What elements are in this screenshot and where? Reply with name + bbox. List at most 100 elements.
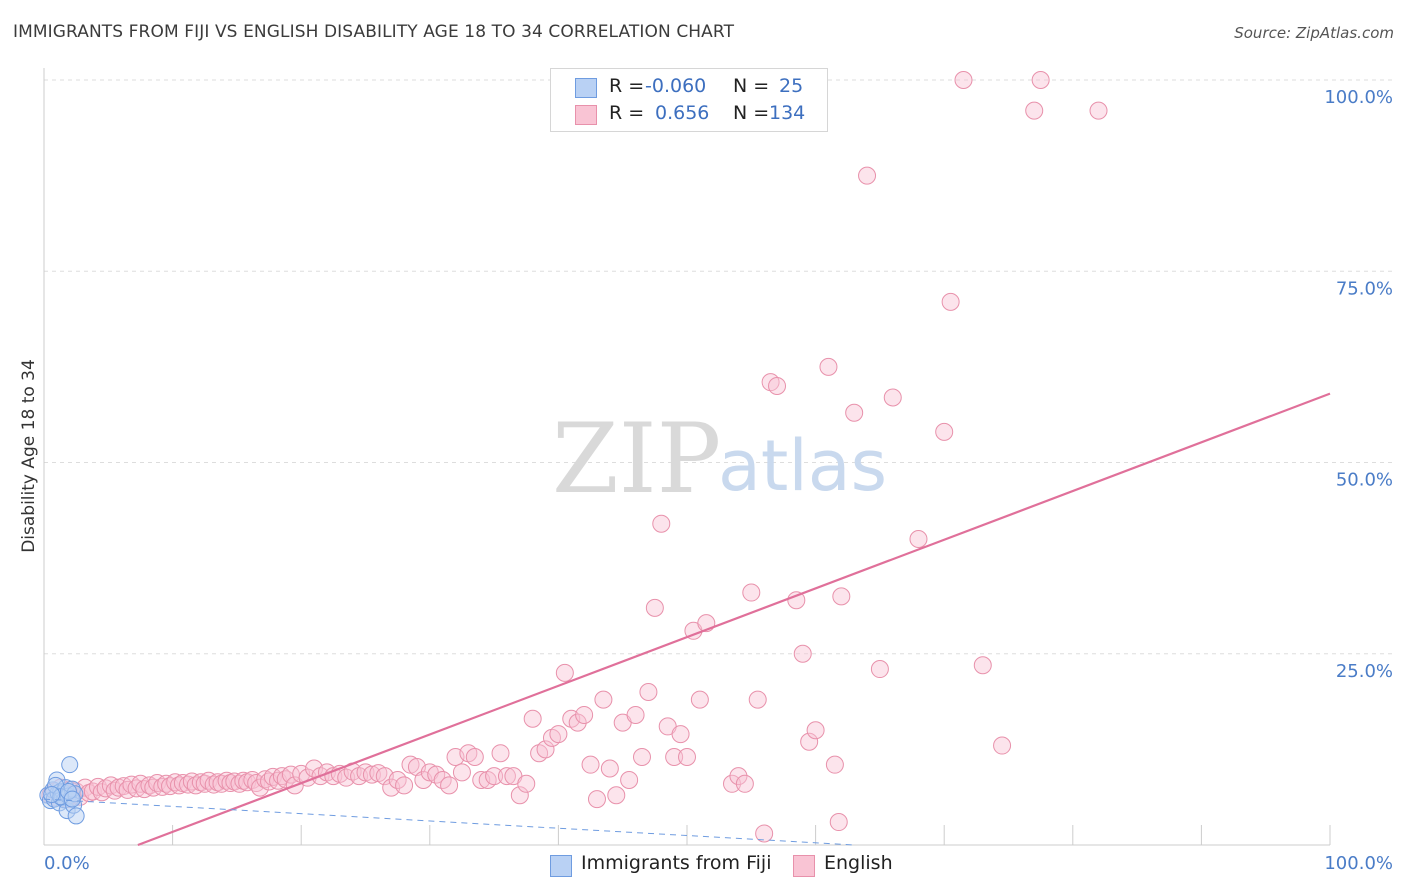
english-points (41, 71, 1108, 843)
english-point (909, 530, 928, 548)
stats-legend: R = -0.060 N = 25 R = 0.656 N = 134 (550, 68, 828, 132)
english-point (452, 763, 471, 782)
fiji-points (39, 756, 85, 825)
english-point (678, 748, 696, 767)
fiji-swatch (575, 78, 597, 98)
english-point (251, 778, 270, 797)
english-point (639, 683, 658, 701)
tick-labels: 25.0% 50.0% 75.0% 100.0% 0.0% 100.0% (44, 87, 1393, 874)
english-point (787, 591, 806, 610)
fiji-point (63, 790, 81, 808)
english-point (819, 357, 838, 376)
english-point (575, 705, 594, 724)
english-point (768, 377, 787, 395)
source-label: Source: ZipAtlas.com (1234, 24, 1394, 42)
legend-r-value: -0.060 (645, 75, 707, 97)
english-point (1025, 101, 1044, 120)
legend-n-label: N = (733, 102, 770, 124)
english-point (465, 748, 484, 767)
legend-n-label: N = (733, 75, 770, 97)
watermark-zip: ZIP (552, 403, 721, 515)
y-tick-label: 50.0% (1336, 470, 1393, 491)
english-point (671, 725, 690, 744)
english-point (755, 824, 774, 843)
legend-row-fiji: R = -0.060 N = 25 (551, 75, 827, 101)
english-point (845, 403, 864, 422)
english-point (645, 598, 664, 617)
english-point (607, 786, 626, 805)
x-tick-label: 100.0% (1324, 853, 1393, 874)
fiji-trend-line (43, 798, 855, 846)
english-point (825, 755, 844, 774)
english-point (954, 71, 973, 89)
english-point (993, 736, 1012, 755)
english-point (497, 767, 516, 786)
legend-r-label: R = (609, 75, 645, 97)
english-point (748, 690, 767, 709)
bottom-legend-english: English (824, 852, 893, 874)
legend-n-value: 134 (769, 102, 806, 124)
bottom-legend-english-swatch (793, 855, 815, 877)
english-point (517, 774, 536, 793)
english-point (806, 721, 825, 740)
english-point (793, 644, 812, 663)
english-point (555, 663, 574, 682)
fiji-point (61, 756, 79, 774)
english-point (549, 725, 568, 744)
watermark: ZIP atlas (552, 403, 887, 515)
english-point (581, 755, 600, 774)
bottom-legend-fiji-swatch (550, 855, 572, 877)
english-point (729, 767, 748, 786)
english-point (568, 713, 587, 732)
legend-row-english: R = 0.656 N = 134 (551, 102, 827, 128)
english-point (858, 166, 877, 185)
english-point (510, 786, 529, 805)
legend-r-value: 0.656 (655, 102, 710, 124)
english-point (1089, 101, 1108, 120)
x-tick-label: 0.0% (44, 853, 90, 874)
grid-lines (44, 79, 1394, 655)
english-point (491, 744, 510, 763)
watermark-atlas: atlas (718, 425, 887, 507)
english-swatch (575, 105, 597, 125)
english-trend-line (137, 392, 1331, 847)
fiji-point (43, 786, 61, 804)
english-point (832, 587, 851, 606)
english-point (536, 740, 555, 759)
english-point (935, 422, 954, 441)
english-point (632, 748, 651, 767)
y-tick-label: 75.0% (1336, 278, 1393, 299)
axes (43, 68, 1331, 846)
english-point (735, 774, 754, 793)
english-point (829, 813, 848, 832)
bottom-legend-fiji: Immigrants from Fiji (581, 852, 772, 874)
y-tick-label: 25.0% (1336, 661, 1393, 682)
english-point (665, 748, 684, 767)
english-point (485, 767, 504, 786)
english-point (973, 656, 992, 675)
english-point (883, 388, 902, 407)
english-point (620, 770, 639, 789)
english-point (1031, 71, 1050, 89)
english-point (362, 765, 381, 784)
trend-lines (43, 392, 1331, 847)
legend-n-value: 25 (779, 75, 804, 97)
english-point (690, 690, 709, 709)
english-point (594, 690, 613, 709)
y-axis-label: Disability Age 18 to 34 (19, 359, 39, 553)
english-point (523, 709, 542, 728)
english-point (587, 790, 606, 809)
english-point (723, 774, 742, 793)
english-point (870, 660, 889, 679)
chart-title: IMMIGRANTS FROM FIJI VS ENGLISH DISABILI… (13, 22, 735, 42)
legend-r-label: R = (609, 102, 645, 124)
y-tick-label: 100.0% (1324, 87, 1393, 108)
english-point (800, 732, 819, 751)
english-point (440, 776, 459, 795)
english-point (652, 514, 671, 533)
fiji-point (67, 807, 85, 825)
english-point (742, 583, 761, 602)
english-point (941, 292, 960, 311)
